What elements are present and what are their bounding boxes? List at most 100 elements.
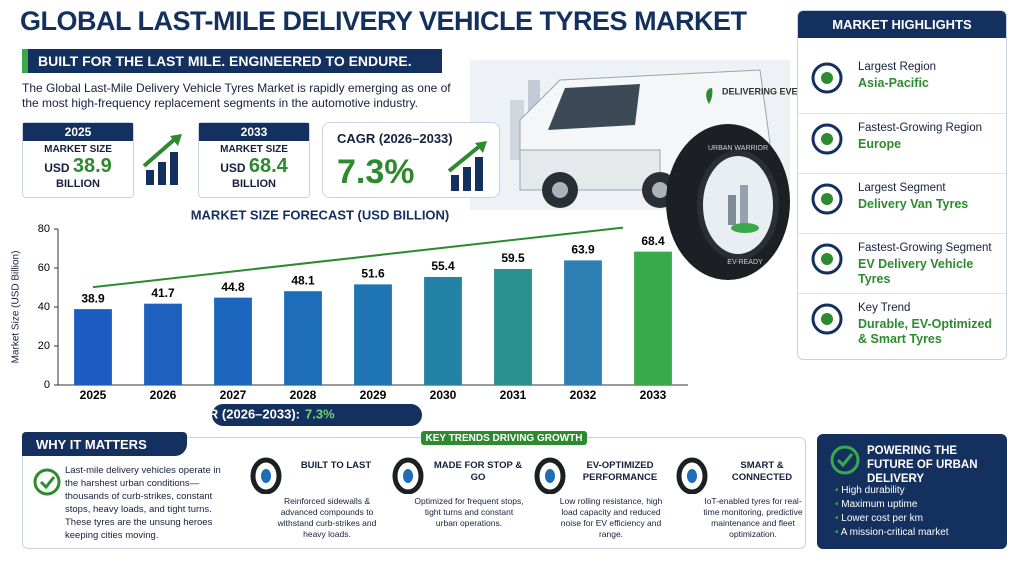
x-tick-label: 2032	[570, 388, 597, 402]
stat-prefix: USD	[44, 161, 70, 175]
cagr-label: CAGR (2026–2033)	[337, 131, 453, 146]
value-label: 59.5	[501, 251, 525, 265]
bar	[214, 297, 252, 385]
trend-item: SMART & CONNECTED IoT-enabled tyres for r…	[675, 454, 813, 544]
stat-prefix: USD	[220, 161, 246, 175]
highlight-item: Fastest-Growing Region Europe	[798, 113, 1006, 169]
stat-label: MARKET SIZE	[44, 144, 112, 155]
tyre-brand: URBAN WARRIOR	[708, 145, 768, 152]
trend-title: MADE FOR STOP & GO	[433, 460, 523, 483]
x-tick-label: 2031	[500, 388, 527, 402]
x-tick-label: 2033	[640, 388, 667, 402]
stat-unit: BILLION	[232, 178, 276, 190]
tagline: BUILT FOR THE LAST MILE. ENGINEERED TO E…	[22, 49, 442, 73]
highlight-icon	[811, 243, 843, 275]
bar	[424, 276, 462, 385]
highlight-value: EV Delivery Vehicle Tyres	[858, 257, 974, 286]
intro: The Global Last-Mile Delivery Vehicle Ty…	[22, 81, 451, 110]
value-label: 44.8	[221, 280, 245, 294]
trend-item: EV-OPTIMIZED PERFORMANCE Low rolling resi…	[533, 454, 671, 544]
value-label: 41.7	[151, 286, 175, 300]
bullet-text: A mission-critical market	[840, 527, 949, 538]
trend-text: Low rolling resistance, high load capaci…	[559, 496, 663, 539]
stat-value: 38.9	[72, 155, 112, 177]
trend-text: Reinforced sidewalls & advanced compound…	[277, 496, 377, 539]
trend-item: MADE FOR STOP & GO Optimized for frequent…	[391, 454, 529, 544]
highlight-label: Key Trend	[858, 302, 911, 314]
highlight-icon	[811, 183, 843, 215]
highlight-icon	[811, 123, 843, 155]
value-label: 51.6	[361, 267, 385, 281]
bar	[284, 291, 322, 385]
bullet-text: Maximum uptime	[841, 499, 918, 510]
tyre-badge: EV-READY	[727, 259, 763, 266]
cagr-pill-label: CAGR (2026–2033):	[180, 406, 300, 421]
value-label: 48.1	[291, 273, 315, 287]
y-tick-label: 0	[44, 379, 50, 391]
bottom-panel: WHY IT MATTERS Last-mile delivery vehicl…	[22, 431, 806, 549]
bullet-mark: •	[835, 513, 842, 524]
tyre-illustration: URBAN WARRIOR EV-READY	[666, 124, 790, 280]
x-tick-label: 2025	[80, 388, 107, 402]
highlight-label: Largest Region	[858, 61, 936, 73]
bar	[354, 284, 392, 385]
x-tick-label: 2027	[220, 388, 247, 402]
cagr-value: 7.3%	[337, 153, 415, 191]
growth-icon	[142, 134, 182, 185]
trend-text: Optimized for frequent stops, tight turn…	[414, 496, 524, 528]
target-icon	[830, 445, 860, 475]
chart-title: MARKET SIZE FORECAST (USD BILLION)	[191, 207, 450, 222]
stat-year: 2025	[23, 123, 133, 141]
cagr-pill	[212, 404, 422, 426]
trend-arrow	[92, 226, 624, 289]
cagr-card: CAGR (2026–2033) 7.3%	[322, 122, 500, 198]
bar	[634, 251, 672, 385]
trend-item: BUILT TO LAST Reinforced sidewalls & adva…	[249, 454, 387, 544]
bullet-text: High durability	[841, 485, 905, 496]
bullet-mark: •	[835, 499, 842, 510]
powering-panel: POWERING THE FUTURE OF URBAN DELIVERY • …	[817, 434, 1007, 549]
x-tick-label: 2026	[150, 388, 177, 402]
why-text: Last-mile delivery vehicles operate in t…	[65, 465, 221, 541]
highlight-value: Europe	[858, 137, 902, 151]
spacer	[316, 130, 320, 134]
y-axis-label: Market Size (USD Billion)	[11, 251, 22, 364]
highlight-icon	[811, 62, 843, 94]
cagr-pill-value: 7.3%	[305, 406, 335, 421]
trends-title: KEY TRENDS DRIVING GROWTH	[421, 431, 587, 445]
y-tick-label: 40	[38, 301, 50, 313]
bar-chart: 0 20 40 60 80 2025 38.9 2026 41.7 2027 44.8 2028 48.…	[38, 223, 688, 402]
growth-icon	[447, 141, 487, 191]
value-label: 63.9	[571, 243, 595, 257]
highlights-panel: MARKET HIGHLIGHTS Largest Region Asia-Pac…	[797, 10, 1007, 360]
stat-card: 2025 MARKET SIZE USD 38.9 BILLION	[22, 122, 134, 198]
trend-title: BUILT TO LAST	[300, 460, 372, 471]
trend-icon	[392, 457, 424, 494]
trend-title: EV-OPTIMIZED PERFORMANCE	[582, 460, 658, 483]
y-tick-label: 60	[38, 262, 50, 274]
why-title: WHY IT MATTERS	[22, 432, 187, 456]
x-tick-label: 2028	[290, 388, 317, 402]
highlight-icon	[811, 303, 843, 335]
trend-text: IoT-enabled tyres for real-time monitori…	[703, 496, 803, 539]
value-label: 55.4	[431, 259, 455, 273]
value-label: 68.4	[641, 234, 665, 248]
bullet: • Maximum uptime	[835, 498, 949, 512]
bullet: • High durability	[835, 484, 949, 498]
y-tick-label: 80	[38, 223, 50, 235]
highlight-item: Largest Segment Delivery Van Tyres	[798, 173, 1006, 229]
van-text: DELIVERING EVERYDAY	[722, 86, 828, 96]
highlight-value: Asia-Pacific	[858, 76, 929, 90]
bar	[74, 309, 112, 385]
x-tick-label: 2029	[360, 388, 387, 402]
highlight-item: Largest Region Asia-Pacific	[798, 53, 1006, 109]
highlight-item: Fastest-Growing Segment EV Delivery Vehic…	[798, 233, 1006, 289]
y-tick-label: 20	[38, 340, 50, 352]
highlight-value: Durable, EV-Optimized & Smart Tyres	[858, 317, 993, 346]
trend-icon	[534, 457, 566, 494]
highlight-label: Largest Segment	[858, 182, 946, 194]
bar	[494, 268, 532, 385]
bar	[144, 303, 182, 385]
